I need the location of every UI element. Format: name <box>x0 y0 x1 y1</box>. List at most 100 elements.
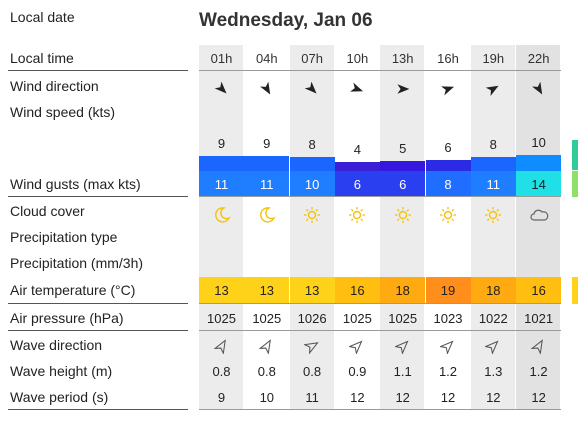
precipitation-type-label: Precipitation type <box>10 229 118 245</box>
sun-icon <box>380 203 425 227</box>
wind-direction-arrow-icon <box>244 78 289 100</box>
forecast-date-heading: Wednesday, Jan 06 <box>199 10 373 31</box>
air-temperature-value: 18 <box>380 277 426 304</box>
column-background <box>470 45 515 410</box>
wind-speed-bar <box>380 161 426 171</box>
air-pressure-value: 1025 <box>252 311 282 326</box>
next-day-edge <box>572 277 578 304</box>
grid-divider <box>199 70 561 71</box>
air-pressure-value: 1025 <box>207 311 236 326</box>
hour-label: 16h <box>437 51 459 66</box>
air-temperature-value: 16 <box>516 277 562 304</box>
label-divider <box>8 330 188 331</box>
hour-label: 07h <box>301 51 323 66</box>
wind-direction-arrow-icon <box>199 78 244 100</box>
wind-speed-bar <box>334 162 380 171</box>
air-temperature-value: 13 <box>199 277 244 304</box>
label-divider <box>8 409 188 410</box>
wave-period-value: 12 <box>486 390 501 405</box>
air-pressure-value: 1022 <box>478 311 508 326</box>
wave-period-value: 9 <box>217 390 226 405</box>
wind-speed-label: Wind speed (kts) <box>10 104 116 120</box>
wave-direction-arrow-icon <box>335 335 380 357</box>
wind-speed-bar <box>199 156 244 171</box>
wind-speed-bar <box>244 156 290 171</box>
hour-label: 01h <box>210 51 233 66</box>
wave-direction-label: Wave direction <box>10 337 103 353</box>
wave-direction-arrow-icon <box>290 335 335 357</box>
wind-direction-arrow-icon <box>426 78 471 100</box>
hour-label: 22h <box>527 51 550 66</box>
wind-speed-bar <box>425 160 471 171</box>
wave-period-value: 12 <box>531 390 546 405</box>
wind-speed-bar <box>516 155 562 171</box>
wind-gust-value: 8 <box>425 171 471 197</box>
wind-speed-bar <box>470 157 516 171</box>
wave-height-value: 0.8 <box>212 364 231 379</box>
wind-direction-arrow-icon <box>516 78 561 100</box>
air-pressure-value: 1021 <box>524 311 554 326</box>
wave-direction-arrow-icon <box>471 335 516 357</box>
air-temperature-label: Air temperature (°C) <box>10 282 136 298</box>
wave-direction-arrow-icon <box>380 335 425 357</box>
wave-period-label: Wave period (s) <box>10 389 109 405</box>
wind-speed-value: 9 <box>217 136 226 151</box>
air-pressure-value: 1023 <box>433 311 463 326</box>
hour-label: 04h <box>255 51 278 66</box>
wave-height-value: 1.2 <box>529 364 548 379</box>
wave-height-label: Wave height (m) <box>10 363 113 379</box>
wind-gust-value: 10 <box>289 171 335 197</box>
wind-speed-value: 8 <box>489 137 497 152</box>
hour-label: 10h <box>346 51 369 66</box>
wind-speed-value: 10 <box>531 135 546 150</box>
wave-direction-arrow-icon <box>516 335 561 357</box>
label-divider <box>8 196 188 197</box>
next-day-edge <box>572 140 578 170</box>
wind-speed-value: 9 <box>263 136 271 151</box>
wind-direction-arrow-icon <box>290 78 335 100</box>
wind-speed-value: 4 <box>353 142 361 157</box>
grid-divider <box>199 330 561 331</box>
wind-speed-value: 5 <box>399 141 407 156</box>
wind-gusts-label: Wind gusts (max kts) <box>10 176 141 192</box>
wave-height-value: 1.3 <box>484 364 503 379</box>
wind-speed-value: 6 <box>444 140 452 155</box>
wind-gust-value: 11 <box>199 171 244 197</box>
column-background <box>380 45 425 410</box>
sun-icon <box>290 203 335 227</box>
wave-period-value: 11 <box>305 390 319 405</box>
label-divider <box>8 70 188 71</box>
wave-height-value: 0.9 <box>348 364 367 379</box>
air-temperature-value: 16 <box>334 277 380 304</box>
cloud-icon <box>516 203 561 227</box>
precipitation-label: Precipitation (mm/3h) <box>10 255 144 271</box>
wave-period-value: 12 <box>350 390 365 405</box>
hour-label: 19h <box>482 51 505 66</box>
air-temperature-value: 19 <box>425 277 471 304</box>
air-pressure-value: 1026 <box>297 311 327 326</box>
wind-gust-value: 6 <box>380 171 426 197</box>
wind-speed-value: 8 <box>308 137 316 152</box>
wave-direction-arrow-icon <box>426 335 471 357</box>
air-pressure-label: Air pressure (hPa) <box>10 310 124 326</box>
wind-direction-arrow-icon <box>471 78 516 100</box>
wave-height-value: 0.8 <box>303 364 322 379</box>
wave-period-value: 10 <box>259 390 275 405</box>
air-temperature-value: 13 <box>289 277 335 304</box>
local-time-label: Local time <box>10 50 74 66</box>
label-divider <box>8 303 188 304</box>
wind-gust-value: 14 <box>516 171 562 197</box>
wind-direction-arrow-icon <box>335 78 380 100</box>
air-temperature-value: 13 <box>244 277 290 304</box>
wave-height-value: 1.1 <box>393 364 412 379</box>
wind-gust-value: 11 <box>244 171 290 197</box>
grid-divider <box>199 196 561 197</box>
wave-period-value: 12 <box>440 390 456 405</box>
cloud-cover-label: Cloud cover <box>10 203 85 219</box>
wind-gust-value: 11 <box>470 171 516 197</box>
wave-height-value: 1.2 <box>438 364 458 379</box>
air-pressure-value: 1025 <box>342 311 372 326</box>
moon-icon <box>199 203 244 227</box>
moon-icon <box>244 203 289 227</box>
air-pressure-value: 1025 <box>388 311 418 326</box>
